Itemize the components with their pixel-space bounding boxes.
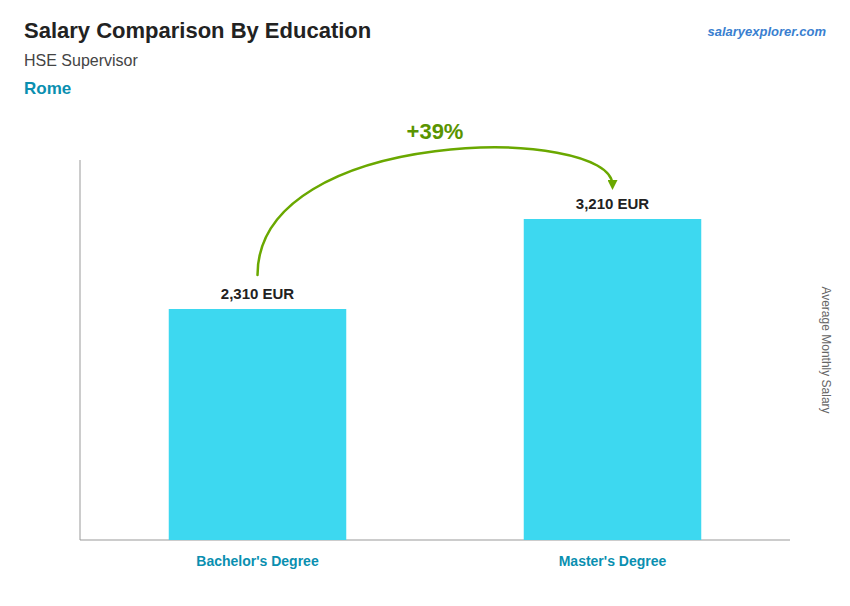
source-label: salaryexplorer.com <box>707 24 826 39</box>
data-label: 2,310 EUR <box>221 285 295 302</box>
y-axis-label: Average Monthly Salary <box>819 286 833 413</box>
change-label: +39% <box>407 119 464 144</box>
bars <box>169 219 702 540</box>
bar <box>524 219 702 540</box>
data-label: 3,210 EUR <box>576 195 650 212</box>
subtitle: HSE Supervisor <box>24 52 138 69</box>
category-label: Master's Degree <box>559 553 667 569</box>
change-arrow <box>258 148 613 275</box>
category-label: Bachelor's Degree <box>196 553 319 569</box>
bar <box>169 309 347 540</box>
title: Salary Comparison By Education <box>24 18 371 43</box>
chart: Salary Comparison By Education HSE Superv… <box>0 0 850 606</box>
y-axis-line <box>80 160 81 540</box>
chart-container: Salary Comparison By Education HSE Superv… <box>0 0 850 606</box>
city-label: Rome <box>24 79 71 98</box>
